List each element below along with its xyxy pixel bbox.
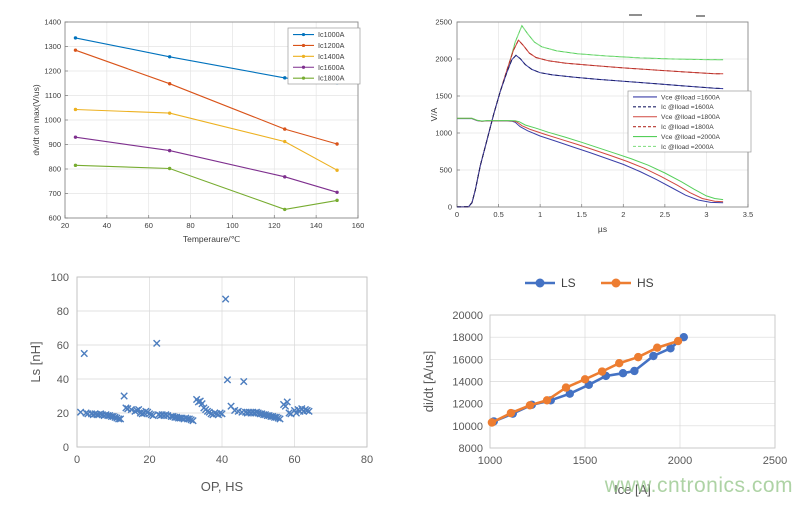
svg-text:µs: µs bbox=[598, 224, 607, 234]
svg-text:Vce @Iload =1800A: Vce @Iload =1800A bbox=[661, 114, 721, 121]
svg-text:dv/dt on max(V/us): dv/dt on max(V/us) bbox=[31, 84, 41, 156]
svg-text:1400: 1400 bbox=[44, 18, 61, 27]
svg-text:2: 2 bbox=[621, 210, 625, 219]
svg-text:160: 160 bbox=[352, 221, 365, 230]
dvdt-temperature-plot: 20 40 60 80 100 120 140 160 600 700 800 900 1000 1100… bbox=[31, 18, 365, 244]
svg-text:Ic1000A: Ic1000A bbox=[318, 30, 345, 39]
svg-text:1200: 1200 bbox=[44, 67, 61, 76]
svg-text:60: 60 bbox=[145, 221, 153, 230]
svg-text:Vce @Iload =2000A: Vce @Iload =2000A bbox=[661, 134, 721, 141]
svg-text:Ic @Iload =2000A: Ic @Iload =2000A bbox=[661, 144, 714, 151]
svg-text:1100: 1100 bbox=[45, 91, 61, 100]
cropped-title-mark bbox=[629, 14, 642, 16]
svg-text:80: 80 bbox=[57, 306, 69, 318]
svg-text:1000: 1000 bbox=[44, 116, 61, 125]
svg-text:Ice [A]: Ice [A] bbox=[614, 482, 651, 497]
svg-text:Ic1600A: Ic1600A bbox=[318, 63, 345, 72]
svg-text:2500: 2500 bbox=[763, 455, 787, 467]
svg-text:10000: 10000 bbox=[452, 421, 483, 433]
svg-text:120: 120 bbox=[268, 221, 281, 230]
svg-text:40: 40 bbox=[57, 374, 69, 386]
svg-text:OP, HS: OP, HS bbox=[201, 479, 244, 494]
svg-text:2500: 2500 bbox=[435, 18, 452, 27]
chart-ls-scatter: 0 20 40 60 80 0 20 40 60 80 100 OP, HS Ls [nH] bbox=[25, 255, 390, 507]
svg-text:140: 140 bbox=[310, 221, 323, 230]
svg-text:1.5: 1.5 bbox=[576, 210, 586, 219]
svg-text:20: 20 bbox=[61, 221, 69, 230]
svg-text:0: 0 bbox=[63, 442, 69, 454]
svg-text:Ic1400A: Ic1400A bbox=[318, 52, 345, 61]
svg-text:60: 60 bbox=[57, 340, 69, 352]
svg-text:12000: 12000 bbox=[452, 399, 483, 411]
svg-text:100: 100 bbox=[51, 272, 69, 284]
svg-text:800: 800 bbox=[48, 165, 61, 174]
svg-text:40: 40 bbox=[103, 221, 111, 230]
cropped-title-mark bbox=[696, 15, 705, 17]
svg-text:1300: 1300 bbox=[44, 42, 61, 51]
svg-text:Ic @Iload =1800A: Ic @Iload =1800A bbox=[661, 124, 714, 131]
svg-text:2.5: 2.5 bbox=[660, 210, 670, 219]
svg-text:40: 40 bbox=[216, 454, 228, 466]
svg-text:di/dt [A/us]: di/dt [A/us] bbox=[421, 351, 436, 412]
svg-text:100: 100 bbox=[226, 221, 239, 230]
svg-text:20: 20 bbox=[143, 454, 155, 466]
svg-text:20000: 20000 bbox=[452, 310, 483, 322]
svg-text:14000: 14000 bbox=[452, 376, 483, 388]
svg-text:500: 500 bbox=[439, 166, 452, 175]
svg-text:0: 0 bbox=[74, 454, 80, 466]
svg-text:Ic1200A: Ic1200A bbox=[318, 41, 345, 50]
svg-text:3: 3 bbox=[704, 210, 708, 219]
svg-text:2000: 2000 bbox=[435, 55, 452, 64]
svg-text:2000: 2000 bbox=[668, 455, 692, 467]
svg-text:60: 60 bbox=[288, 454, 300, 466]
svg-text:700: 700 bbox=[48, 189, 61, 198]
svg-text:1: 1 bbox=[538, 210, 542, 219]
svg-text:8000: 8000 bbox=[459, 443, 483, 455]
svg-text:1500: 1500 bbox=[573, 455, 597, 467]
svg-text:Vce @Iload =1600A: Vce @Iload =1600A bbox=[661, 94, 721, 101]
chart-didt-vs-ice: 1000 1500 2000 2500 8000 10000 12000 14000 16000… bbox=[415, 268, 795, 507]
svg-text:Ls [nH]: Ls [nH] bbox=[28, 341, 43, 382]
svg-text:0.5: 0.5 bbox=[493, 210, 503, 219]
svg-text:20: 20 bbox=[57, 408, 69, 420]
svg-text:18000: 18000 bbox=[452, 332, 483, 344]
svg-text:3.5: 3.5 bbox=[743, 210, 753, 219]
svg-text:Temperaure/℃: Temperaure/℃ bbox=[183, 234, 241, 244]
svg-text:80: 80 bbox=[361, 454, 373, 466]
svg-text:1000: 1000 bbox=[435, 129, 452, 138]
watermark: www.cntronics.com bbox=[604, 474, 793, 497]
svg-text:HS: HS bbox=[637, 276, 654, 290]
svg-text:0: 0 bbox=[455, 210, 459, 219]
svg-text:0: 0 bbox=[448, 203, 452, 212]
svg-text:900: 900 bbox=[48, 140, 61, 149]
vce-ic-waveform-plot: 0 0.5 1 1.5 2 2.5 3 3.5 0 500 1000 1500 2000 2500 µs V/… bbox=[429, 18, 753, 234]
chart-switching-waveforms: 0 0.5 1 1.5 2 2.5 3 3.5 0 500 1000 1500 2000 2500 µs V/… bbox=[415, 5, 795, 255]
chart-dvdt-vs-temperature: 20 40 60 80 100 120 140 160 600 700 800 900 1000 1100… bbox=[25, 5, 380, 255]
svg-text:16000: 16000 bbox=[452, 354, 483, 366]
svg-text:Ic1800A: Ic1800A bbox=[318, 74, 345, 83]
didt-ice-plot: 1000 1500 2000 2500 8000 10000 12000 14000 16000… bbox=[421, 276, 787, 497]
svg-text:Ic @Iload =1600A: Ic @Iload =1600A bbox=[661, 104, 714, 111]
ls-scatter-plot: 0 20 40 60 80 0 20 40 60 80 100 OP, HS Ls [nH] bbox=[28, 272, 373, 494]
svg-text:600: 600 bbox=[48, 214, 61, 223]
svg-text:LS: LS bbox=[561, 276, 576, 290]
svg-text:1000: 1000 bbox=[478, 455, 502, 467]
svg-text:80: 80 bbox=[186, 221, 194, 230]
svg-text:V/A: V/A bbox=[429, 107, 439, 121]
svg-text:1500: 1500 bbox=[435, 92, 452, 101]
